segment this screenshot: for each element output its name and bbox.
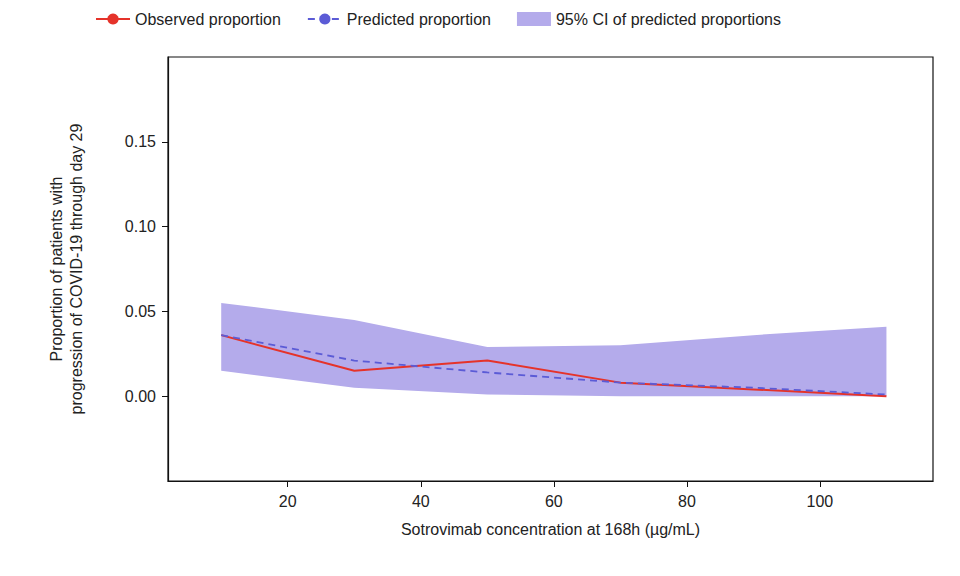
svg-text:0.00: 0.00 [125,388,156,405]
svg-text:60: 60 [545,493,563,510]
svg-text:100: 100 [807,493,834,510]
svg-text:Sotrovimab concentration at 16: Sotrovimab concentration at 168h (µg/mL) [401,521,700,538]
svg-text:progression of COVID-19 throug: progression of COVID-19 through day 29 [68,123,85,414]
svg-text:0.10: 0.10 [125,218,156,235]
svg-text:Predicted proportion: Predicted proportion [347,11,491,28]
svg-text:95% CI of predicted proportion: 95% CI of predicted proportions [556,11,781,28]
svg-text:Proportion of patients with: Proportion of patients with [48,177,65,362]
svg-text:20: 20 [279,493,297,510]
svg-text:80: 80 [678,493,696,510]
svg-text:0.15: 0.15 [125,133,156,150]
svg-text:40: 40 [412,493,430,510]
svg-text:0.05: 0.05 [125,303,156,320]
svg-text:Observed proportion: Observed proportion [135,11,281,28]
